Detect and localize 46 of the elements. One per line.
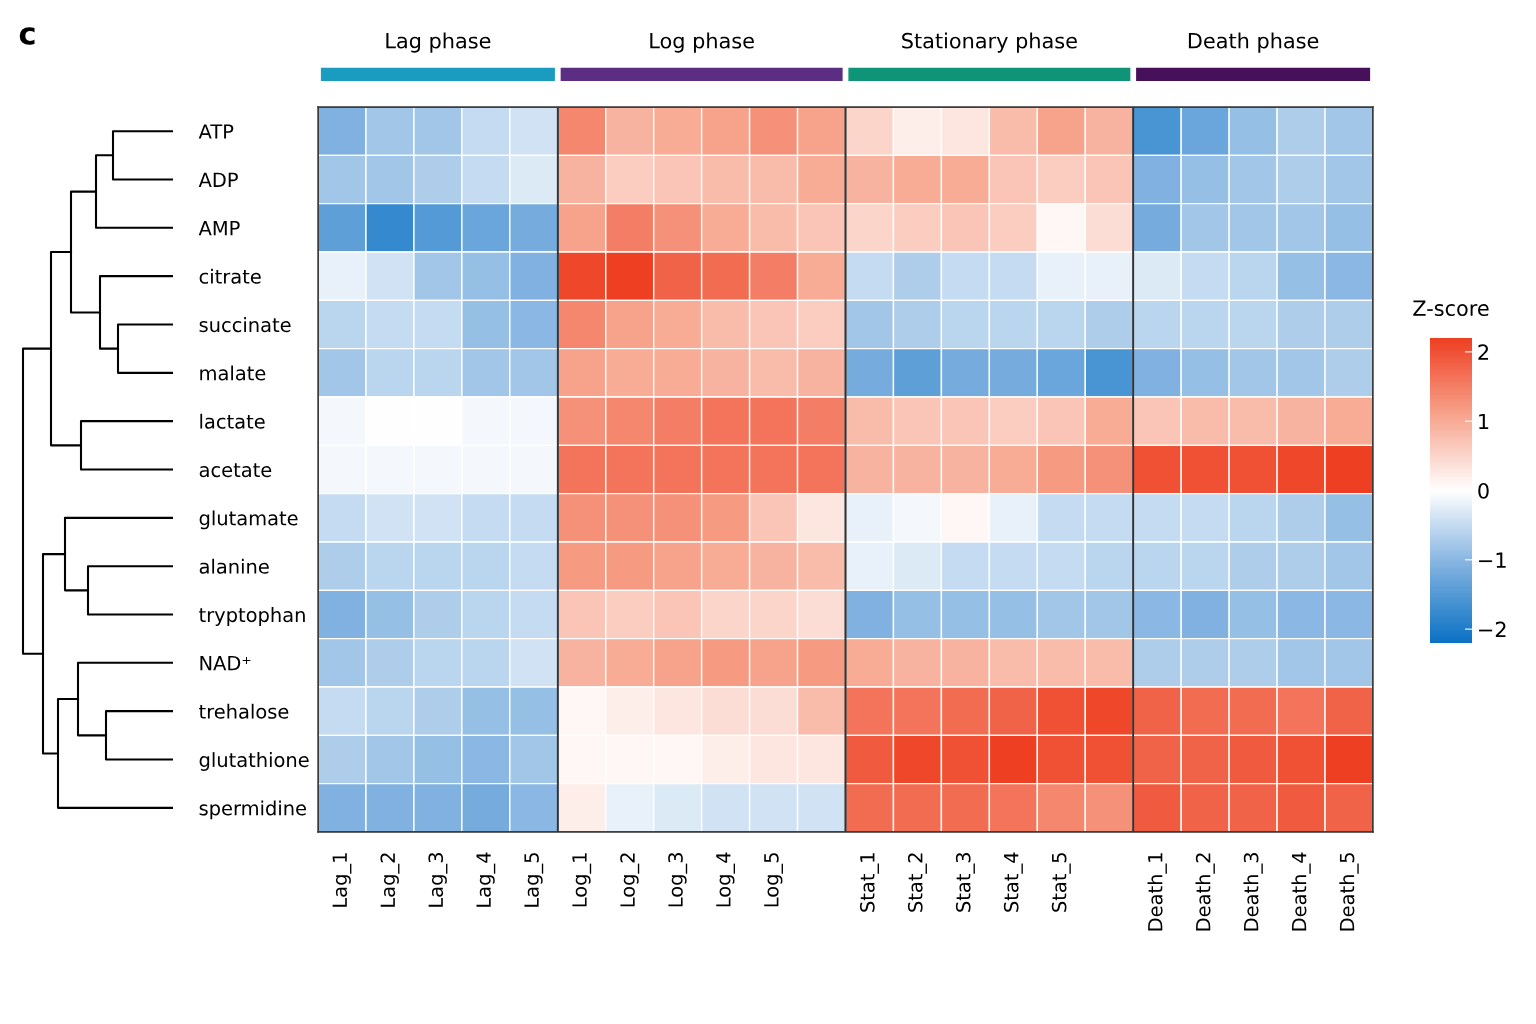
text: Log phase <box>650 32 754 53</box>
y-tick-label: citrate <box>199 268 261 284</box>
x-tick-label: Log_3 <box>668 853 688 907</box>
y-tick-label: acetate <box>199 463 272 478</box>
x-tick-label: Log_2 <box>620 853 640 907</box>
x-tick-label: Stat_3 <box>955 853 975 912</box>
x-tick-label: Death_2 <box>1195 853 1215 931</box>
x-tick-label: Log_5 <box>764 853 783 907</box>
y-tick-label: malate <box>200 365 266 381</box>
x-tick-label: Death_3 <box>1243 853 1263 931</box>
x-tick-label: Stat_4 <box>1003 852 1023 912</box>
color-bar-label: −1 <box>1479 552 1506 568</box>
text: c <box>19 27 35 45</box>
y-tick-label: ATP <box>198 124 234 139</box>
text: Stationary phase <box>902 32 1077 53</box>
x-tick-label: Log_4 <box>716 852 736 907</box>
y-tick-label: lactate <box>200 413 265 429</box>
x-tick-label: Stat_5 <box>1051 853 1071 912</box>
y-tick-label: glutathione <box>199 752 309 771</box>
x-tick-label: Death_1 <box>1147 853 1167 931</box>
y-tick-label: glutamate <box>199 510 298 530</box>
text: Lag phase <box>386 32 491 53</box>
x-tick-label: Death_5 <box>1339 853 1359 931</box>
x-tick-label: Lag_2 <box>380 853 400 907</box>
color-bar-label: −2 <box>1479 621 1506 638</box>
color-bar-label: 1 <box>1479 413 1489 430</box>
color-bar-title: Z-score <box>1413 300 1489 317</box>
y-tick-label: AMP <box>198 221 240 236</box>
y-tick-label: trehalose <box>199 703 289 719</box>
y-tick-label: NAD⁺ <box>200 656 251 671</box>
y-tick-label: tryptophan <box>199 607 305 626</box>
x-tick-label: Stat_2 <box>907 853 927 912</box>
y-tick-label: succinate <box>199 317 291 333</box>
x-tick-label: Stat_1 <box>859 853 879 912</box>
y-tick-label: spermidine <box>199 800 306 820</box>
color-bar-label: 2 <box>1478 344 1489 360</box>
x-tick-label: Lag_5 <box>524 853 544 907</box>
x-tick-label: Lag_4 <box>476 852 496 907</box>
text: Death phase <box>1188 32 1319 53</box>
x-tick-label: Lag_1 <box>332 853 352 907</box>
y-tick-label: alanine <box>199 558 269 574</box>
x-tick-label: Lag_3 <box>428 853 448 907</box>
y-tick-label: ADP <box>198 172 238 187</box>
x-tick-label: Log_1 <box>572 853 592 907</box>
x-tick-label: Death_4 <box>1291 852 1311 931</box>
color-bar-label: 0 <box>1478 482 1489 499</box>
